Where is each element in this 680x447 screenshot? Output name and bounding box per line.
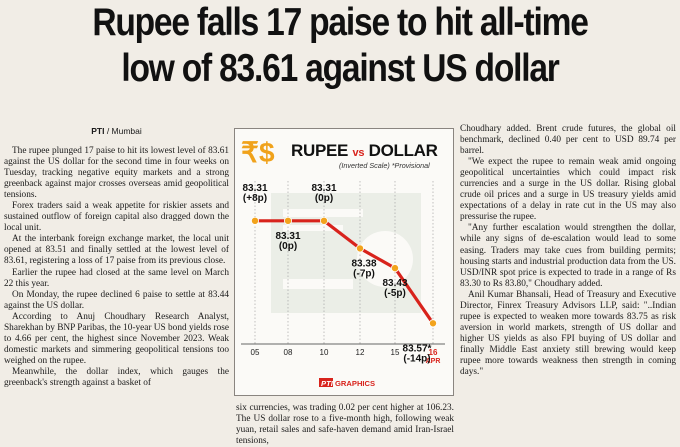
x-tick-label: 08 [284,348,293,357]
paragraph: "We expect the rupee to remain weak amid… [460,157,676,223]
banknote-watermark [271,193,421,313]
value-label: 83.31 [242,183,267,194]
data-point [320,216,329,225]
headline-line-2: low of 83.61 against US dollar [121,47,560,90]
chart-credit: PTI GRAPHICS [319,378,375,388]
paragraph: Meanwhile, the dollar index, which gauge… [4,366,229,388]
value-label: 83.57* [403,343,432,354]
chart-gridlines [254,181,434,344]
change-label: (+8p) [243,193,267,204]
byline-place: Mumbai [111,126,142,136]
paragraph: six currencies, was trading 0.02 per cen… [236,403,454,447]
paragraph: Earlier the rupee had closed at the same… [4,267,229,289]
chart-svg: ₹ $ RUPEE vs DOLLAR (Inverted Scale) *Pr… [241,137,445,388]
data-point [356,244,365,253]
pti-logo: PTI [321,379,334,388]
headline: Rupee falls 17 paise to hit all-time low… [48,0,633,92]
change-label: (-7p) [353,268,375,279]
x-axis-month-label: APR [426,358,441,365]
x-tick-label: 12 [356,348,365,357]
x-tick-label: 15 [391,348,400,357]
chart-subtitle: (Inverted Scale) *Provisional [339,161,430,170]
x-tick-label: 10 [320,348,329,357]
paragraph: At the interbank foreign exchange market… [4,234,229,267]
value-label: 83.43 [382,278,407,289]
rupee-symbol-icon: ₹ [241,137,259,168]
rupee-dollar-icon: ₹ $ [241,137,275,168]
data-point [428,319,437,328]
data-point [390,264,399,273]
value-label: 83.31 [311,183,336,194]
chart-title-vs: vs [353,147,365,159]
credit-text: GRAPHICS [335,379,375,388]
paragraph: Choudhary added. Brent crude futures, th… [460,124,676,157]
byline-separator: / [106,126,112,136]
paragraph: Forex traders said a weak appetite for r… [4,201,229,234]
paragraph: On Monday, the rupee declined 6 paise to… [4,289,229,311]
paragraph: According to Anuj Choudhary Research Ana… [4,311,229,366]
x-tick-label: 05 [251,348,260,357]
chart-title-rupee: RUPEE [291,141,348,160]
x-axis-ticks: 05 08 10 12 15 16 [251,348,438,357]
paragraph: The rupee plunged 17 paise to hit its lo… [4,146,229,201]
value-label: 83.38 [351,258,376,269]
change-label: (0p) [315,193,333,204]
byline-agency: PTI [91,126,105,136]
byline: PTI / Mumbai [4,126,229,136]
x-tick-label: 16 [429,348,438,357]
paragraph: "Any further escalation would strengthen… [460,223,676,289]
series-line [255,219,435,325]
change-label: (-14p) [403,353,430,364]
article-column-3: Choudhary added. Brent crude futures, th… [460,124,676,378]
article-column-1: The rupee plunged 17 paise to hit its lo… [4,146,229,389]
article-column-2: six currencies, was trading 0.02 per cen… [236,403,454,447]
dollar-symbol-icon: $ [259,137,275,168]
value-label: 83.31 [275,231,300,242]
paragraph: Anil Kumar Bhansali, Head of Treasury an… [460,289,676,378]
change-label: (0p) [279,241,297,252]
data-point [250,216,259,225]
data-labels: 83.31(+8p)83.31(0p)83.31(0p)83.38(-7p)83… [242,183,431,364]
data-point [284,216,293,225]
series-markers [250,216,437,328]
exchange-rate-chart: ₹ $ RUPEE vs DOLLAR (Inverted Scale) *Pr… [234,128,454,396]
headline-line-1: Rupee falls 17 paise to hit all-time [92,1,589,44]
svg-text:RUPEE vs DOLLAR: RUPEE vs DOLLAR [291,141,438,160]
chart-title-dollar: DOLLAR [369,141,438,160]
change-label: (-5p) [384,288,406,299]
